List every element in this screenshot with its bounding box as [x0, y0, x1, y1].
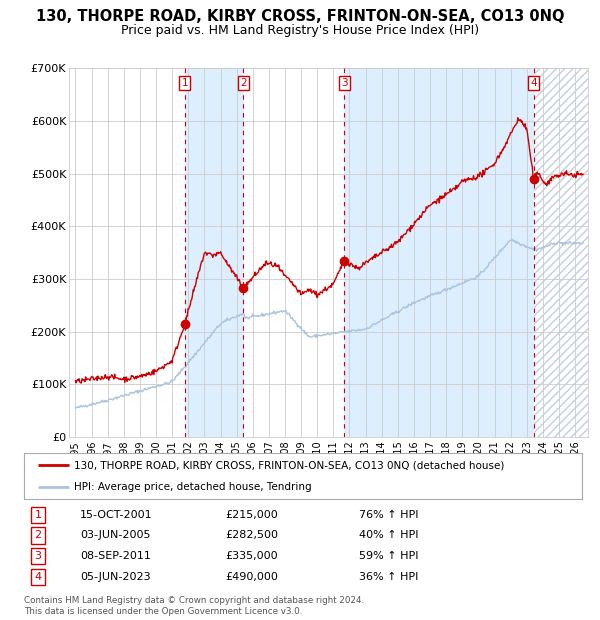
Text: 130, THORPE ROAD, KIRBY CROSS, FRINTON-ON-SEA, CO13 0NQ: 130, THORPE ROAD, KIRBY CROSS, FRINTON-O… — [36, 9, 564, 24]
Bar — [533, 68, 588, 437]
Bar — [344, 68, 533, 437]
Text: HPI: Average price, detached house, Tendring: HPI: Average price, detached house, Tend… — [74, 482, 312, 492]
Bar — [185, 68, 244, 437]
Text: 1: 1 — [182, 78, 188, 88]
Text: 15-OCT-2001: 15-OCT-2001 — [80, 510, 152, 520]
Text: 4: 4 — [34, 572, 41, 582]
Text: £215,000: £215,000 — [225, 510, 278, 520]
Text: 2: 2 — [240, 78, 247, 88]
Text: £490,000: £490,000 — [225, 572, 278, 582]
Text: 40% ↑ HPI: 40% ↑ HPI — [359, 531, 418, 541]
Text: 59% ↑ HPI: 59% ↑ HPI — [359, 551, 418, 561]
Text: 1: 1 — [34, 510, 41, 520]
Text: 2: 2 — [34, 531, 41, 541]
Text: 130, THORPE ROAD, KIRBY CROSS, FRINTON-ON-SEA, CO13 0NQ (detached house): 130, THORPE ROAD, KIRBY CROSS, FRINTON-O… — [74, 460, 505, 470]
Text: £335,000: £335,000 — [225, 551, 278, 561]
Text: 08-SEP-2011: 08-SEP-2011 — [80, 551, 151, 561]
Text: 3: 3 — [34, 551, 41, 561]
Text: 36% ↑ HPI: 36% ↑ HPI — [359, 572, 418, 582]
Text: 05-JUN-2023: 05-JUN-2023 — [80, 572, 151, 582]
Text: 4: 4 — [530, 78, 537, 88]
Text: 3: 3 — [341, 78, 348, 88]
Text: Contains HM Land Registry data © Crown copyright and database right 2024.
This d: Contains HM Land Registry data © Crown c… — [24, 596, 364, 616]
Text: 03-JUN-2005: 03-JUN-2005 — [80, 531, 151, 541]
Text: Price paid vs. HM Land Registry's House Price Index (HPI): Price paid vs. HM Land Registry's House … — [121, 24, 479, 37]
Text: 76% ↑ HPI: 76% ↑ HPI — [359, 510, 418, 520]
Text: £282,500: £282,500 — [225, 531, 278, 541]
